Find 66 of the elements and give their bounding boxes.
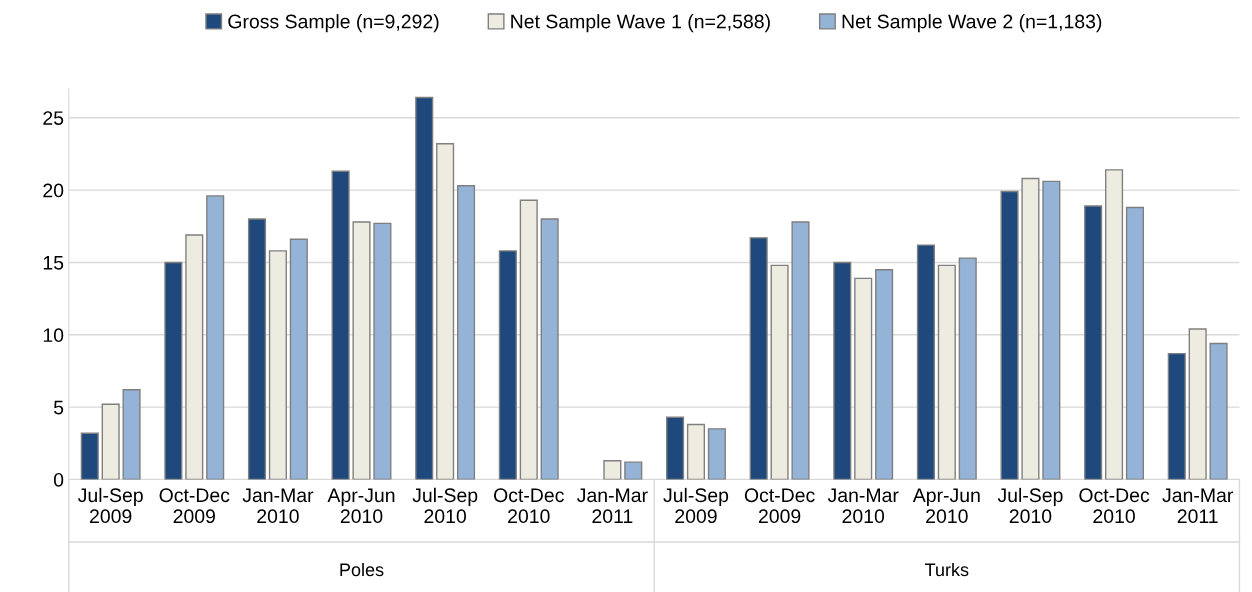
bar — [875, 268, 894, 480]
x-tick-label: Jan-Mar 2011 — [577, 488, 648, 524]
x-tick-label: Jan-Mar 2010 — [242, 488, 314, 524]
bar — [1125, 206, 1145, 480]
bar — [854, 277, 873, 480]
bar — [289, 238, 308, 480]
bar — [1021, 177, 1040, 480]
bar — [916, 244, 935, 480]
y-tick-label: 0 — [53, 472, 64, 487]
x-tick-label: Jul-Sep 2010 — [412, 487, 478, 524]
x-tick-label: Jul-Sep 2009 — [663, 487, 729, 524]
bar — [958, 257, 977, 480]
bar — [498, 250, 517, 480]
y-tick-label: 15 — [43, 256, 64, 270]
bar — [833, 261, 852, 480]
bar — [331, 170, 350, 480]
bar — [80, 432, 99, 480]
bar — [749, 237, 768, 480]
x-tick-label: Jul-Sep 2010 — [997, 487, 1063, 524]
bar — [770, 264, 789, 480]
text: Poles — [340, 562, 384, 577]
x-tick-label: Jan-Mar 2011 — [1162, 488, 1234, 524]
y-tick-label: 25 — [43, 111, 64, 125]
bar — [206, 195, 225, 480]
x-tick-label: Oct-Dec 2009 — [744, 488, 815, 524]
bar — [122, 389, 141, 480]
legend-label: Net Sample Wave 2 (n=1,183) — [842, 14, 1102, 33]
bar — [1084, 205, 1103, 480]
text: Turks — [925, 562, 969, 577]
bar — [164, 261, 183, 480]
x-tick-label: Apr-Jun 2010 — [327, 488, 395, 524]
bar — [373, 222, 392, 480]
bar — [666, 416, 685, 480]
x-tick-label: Oct-Dec 2010 — [494, 488, 564, 524]
bar — [1000, 190, 1019, 480]
bar — [707, 428, 726, 480]
bar — [415, 96, 434, 480]
legend-label: Gross Sample (n=9,292) — [228, 14, 439, 33]
y-tick-label: 20 — [43, 183, 64, 198]
y-tick-label: 5 — [53, 400, 64, 415]
y-tick-label: 10 — [43, 328, 64, 343]
bar — [1042, 180, 1061, 480]
bar — [1188, 328, 1207, 480]
bar — [456, 185, 476, 480]
bar — [1104, 169, 1124, 480]
x-tick-label: Oct-Dec 2010 — [1079, 488, 1150, 524]
bar — [436, 143, 455, 480]
bar — [624, 461, 643, 480]
x-tick-label: Apr-Jun 2010 — [912, 488, 980, 524]
bar — [686, 423, 706, 480]
x-tick-label: Oct-Dec 2009 — [159, 488, 230, 524]
bar — [247, 218, 267, 480]
bar — [603, 460, 622, 480]
x-tick-label: Jul-Sep 2009 — [78, 487, 143, 524]
bar — [1167, 352, 1186, 480]
bar — [540, 218, 559, 480]
bar — [268, 250, 287, 480]
bar — [1209, 342, 1228, 480]
bar — [937, 264, 956, 480]
bar — [791, 221, 810, 480]
bar — [352, 221, 371, 480]
legend-label: Net Sample Wave 1 (n=2,588) — [511, 14, 770, 33]
bar — [101, 403, 120, 480]
bar — [519, 199, 538, 480]
bar — [185, 234, 204, 480]
x-tick-label: Jan-Mar 2010 — [827, 488, 899, 524]
